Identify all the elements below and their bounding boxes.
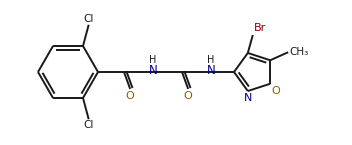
Text: H: H bbox=[207, 55, 215, 65]
Text: N: N bbox=[149, 65, 157, 77]
Text: O: O bbox=[126, 91, 134, 101]
Text: CH₃: CH₃ bbox=[289, 47, 308, 57]
Text: H: H bbox=[149, 55, 157, 65]
Text: Br: Br bbox=[254, 23, 266, 33]
Text: Cl: Cl bbox=[83, 120, 94, 130]
Text: O: O bbox=[184, 91, 193, 101]
Text: N: N bbox=[207, 65, 215, 77]
Text: N: N bbox=[244, 93, 252, 103]
Text: O: O bbox=[271, 86, 280, 96]
Text: Cl: Cl bbox=[83, 14, 94, 24]
